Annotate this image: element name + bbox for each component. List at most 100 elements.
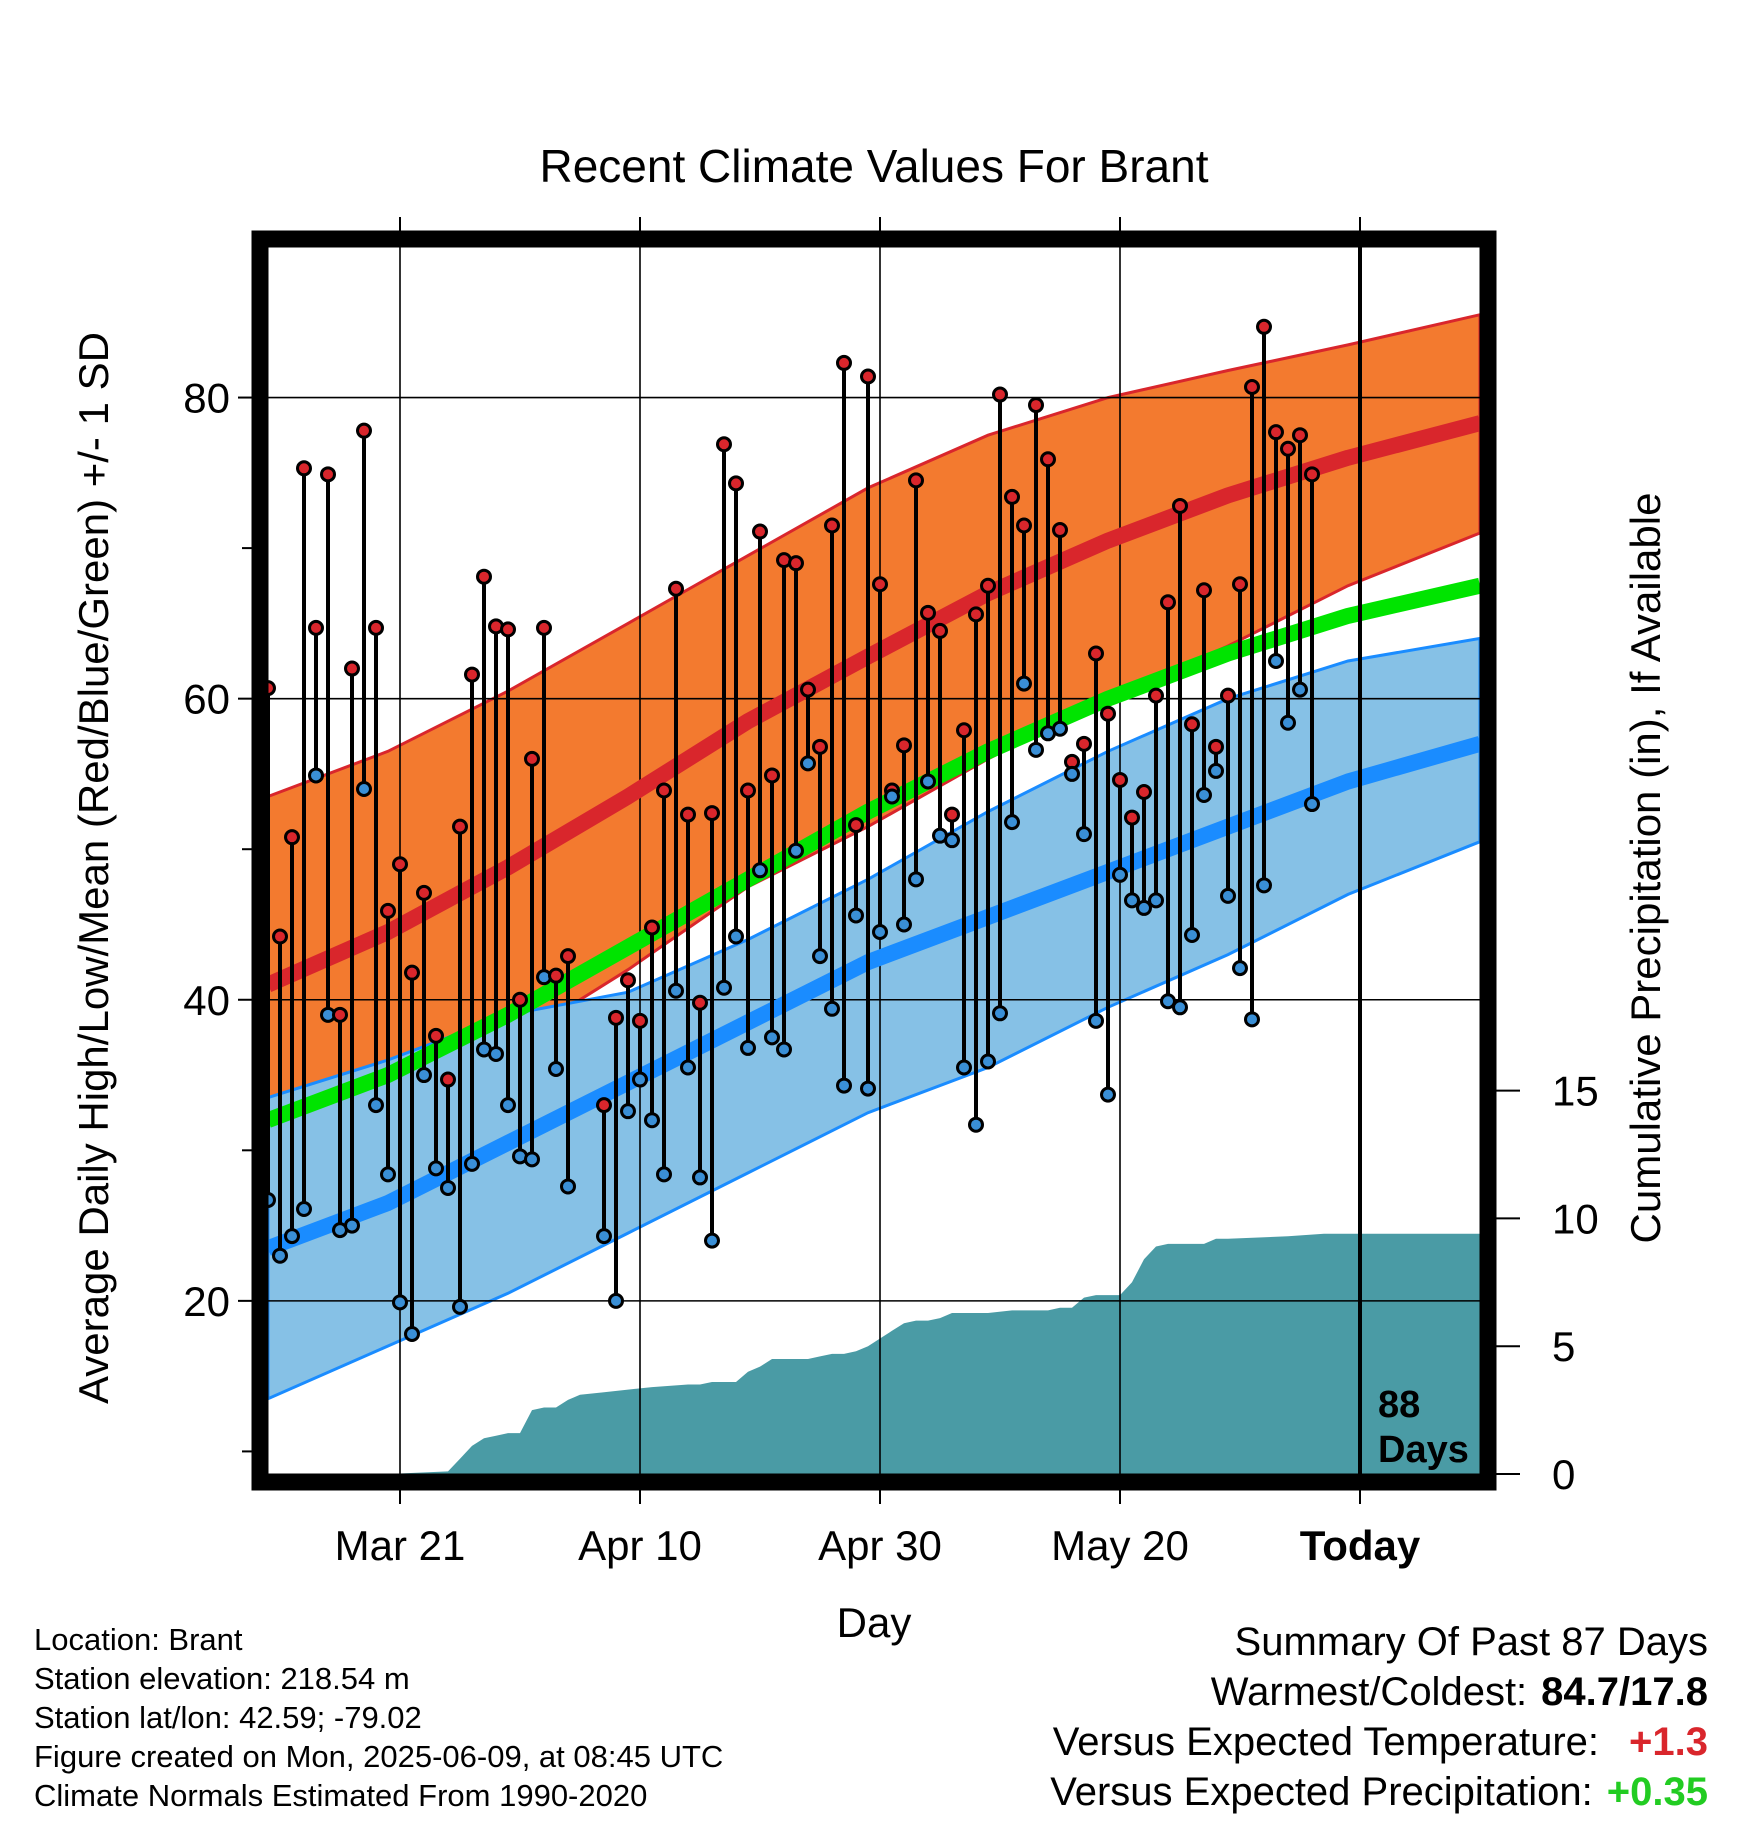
daily-high-point	[632, 1012, 648, 1029]
daily-high-point	[512, 991, 528, 1008]
daily-high-point	[560, 948, 576, 965]
daily-low-point	[356, 780, 372, 797]
summary-title: Summary Of Past 87 Days	[1234, 1620, 1708, 1664]
daily-high-point	[536, 619, 552, 636]
latlon-text: Station lat/lon: 42.59; -79.02	[34, 1700, 422, 1735]
daily-high-point	[452, 818, 468, 835]
daily-observations	[260, 318, 1320, 1342]
daily-high-point	[1112, 771, 1128, 788]
daily-high-point	[1160, 594, 1176, 611]
daily-low-point	[392, 1294, 408, 1311]
x-tick-label: Today	[1300, 1522, 1421, 1569]
daily-high-point	[440, 1071, 456, 1088]
y-right-tick-label: 5	[1552, 1323, 1575, 1370]
daily-low-point	[1124, 892, 1140, 909]
precip-area	[268, 1233, 1480, 1474]
daily-high-point	[1280, 440, 1296, 457]
location-text: Location: Brant	[34, 1622, 243, 1657]
precip-value: +0.35	[1606, 1770, 1708, 1814]
daily-low-point	[1064, 765, 1080, 782]
daily-high-point	[1100, 705, 1116, 722]
daily-high-point	[1244, 379, 1260, 396]
plot-frame	[251, 230, 1497, 1491]
daily-high-point	[308, 619, 324, 636]
days-count-label: 88	[1378, 1384, 1420, 1426]
daily-low-point	[1076, 826, 1092, 843]
daily-low-point	[788, 842, 804, 859]
daily-low-point	[1256, 877, 1272, 894]
daily-high-point	[704, 805, 720, 822]
daily-high-point	[1220, 687, 1236, 704]
daily-high-point	[380, 902, 396, 919]
created-text: Figure created on Mon, 2025-06-09, at 08…	[34, 1739, 724, 1774]
daily-low-point	[500, 1097, 516, 1114]
daily-low-point	[1232, 960, 1248, 977]
daily-low-point	[1172, 999, 1188, 1016]
daily-high-point	[1292, 427, 1308, 444]
daily-low-point	[1052, 720, 1068, 737]
y-right-tick-label: 15	[1552, 1068, 1599, 1115]
daily-low-point	[740, 1039, 756, 1056]
y-right-tick-label: 10	[1552, 1195, 1599, 1242]
daily-low-point	[284, 1228, 300, 1245]
daily-low-point	[728, 928, 744, 945]
daily-low-point	[956, 1059, 972, 1076]
daily-high-point	[644, 919, 660, 936]
daily-low-point	[704, 1232, 720, 1249]
daily-low-point	[524, 1151, 540, 1168]
daily-high-point	[1172, 497, 1188, 514]
daily-high-point	[1256, 318, 1272, 335]
x-axis-label: Day	[837, 1599, 912, 1646]
daily-low-point	[1208, 762, 1224, 779]
daily-low-point	[1088, 1012, 1104, 1029]
daily-high-point	[1124, 809, 1140, 826]
daily-high-point	[860, 368, 876, 385]
daily-high-point	[1232, 576, 1248, 593]
daily-low-point	[1016, 675, 1032, 692]
daily-low-point	[896, 916, 912, 933]
daily-low-point	[560, 1178, 576, 1195]
daily-low-point	[860, 1080, 876, 1097]
daily-low-point	[980, 1053, 996, 1070]
daily-high-point	[944, 806, 960, 823]
station-info: Location: Brant Station elevation: 218.5…	[34, 1620, 723, 1815]
daily-high-point	[1148, 687, 1164, 704]
daily-high-point	[788, 555, 804, 572]
daily-low-point	[836, 1077, 852, 1094]
daily-low-point	[464, 1155, 480, 1172]
daily-low-point	[440, 1179, 456, 1196]
daily-low-point	[1160, 993, 1176, 1010]
elevation-text: Station elevation: 218.54 m	[34, 1661, 410, 1696]
daily-low-point	[608, 1292, 624, 1309]
daily-low-point	[1196, 787, 1212, 804]
daily-high-point	[980, 577, 996, 594]
daily-low-point	[620, 1103, 636, 1120]
daily-high-point	[1196, 582, 1212, 599]
daily-high-point	[728, 475, 744, 492]
daily-low-point	[752, 862, 768, 879]
x-axis: Mar 21 Apr 10 Apr 30 May 20 Today	[335, 217, 1421, 1569]
daily-high-point	[296, 460, 312, 477]
daily-high-point	[332, 1006, 348, 1023]
plot-border	[251, 230, 1497, 1491]
daily-low-point	[1136, 899, 1152, 916]
daily-high-point	[608, 1009, 624, 1026]
normals-text: Climate Normals Estimated From 1990-2020	[34, 1778, 648, 1813]
daily-low-point	[908, 871, 924, 888]
daily-low-point	[308, 767, 324, 784]
daily-high-point	[620, 972, 636, 989]
daily-high-point	[908, 472, 924, 489]
x-tick-label: Apr 30	[818, 1522, 942, 1569]
daily-high-point	[824, 517, 840, 534]
daily-low-point	[452, 1298, 468, 1315]
daily-high-point	[548, 967, 564, 984]
chart-title: Recent Climate Values For Brant	[540, 140, 1209, 192]
precip-label: Versus Expected Precipitation:	[1050, 1770, 1593, 1814]
daily-low-point	[920, 773, 936, 790]
x-tick-label: May 20	[1051, 1522, 1189, 1569]
daily-high-point	[1052, 522, 1068, 539]
daily-low-point	[1112, 866, 1128, 883]
daily-high-point	[1184, 716, 1200, 733]
daily-low-point	[692, 1169, 708, 1186]
